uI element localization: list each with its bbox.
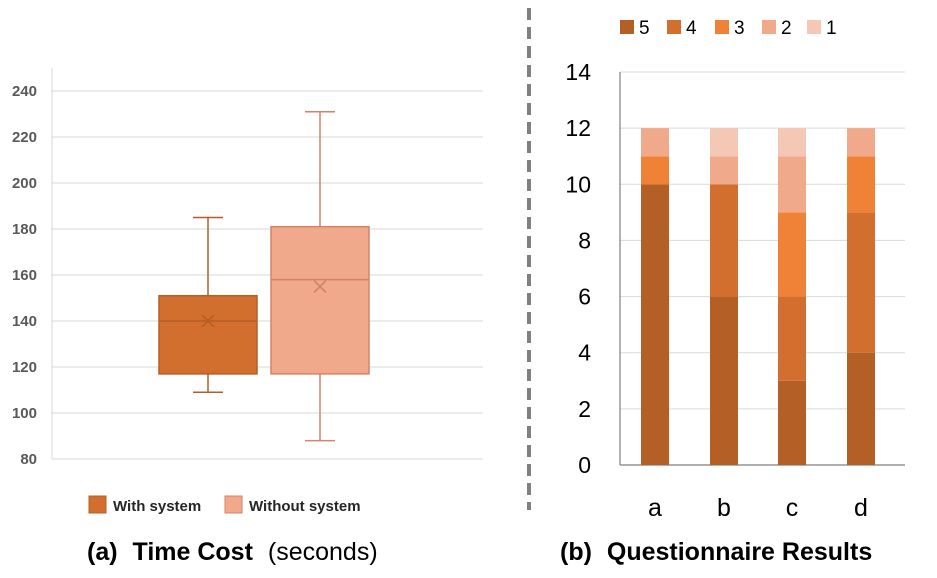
bar-b-level-1 — [710, 128, 738, 157]
legend-swatch-level-2 — [762, 20, 776, 34]
y-tick-100: 100 — [12, 405, 37, 422]
x-tick-d: d — [854, 494, 868, 522]
bar-c-level-1 — [778, 128, 806, 157]
questionnaire-y-tick-labels: 0 2 4 6 8 10 12 14 — [565, 59, 591, 478]
y-tick-140: 140 — [12, 313, 37, 330]
y-tick-240: 240 — [12, 83, 37, 100]
questionnaire-x-tick-labels: a b c d — [648, 494, 868, 522]
time-cost-caption-title: Time Cost — [133, 538, 254, 566]
legend-swatch-level-5 — [620, 20, 634, 34]
bar-a-level-5 — [641, 184, 669, 466]
y-tick-14: 14 — [565, 59, 591, 85]
box-with-system — [158, 216, 258, 394]
box-without-system — [270, 110, 370, 442]
time-cost-caption: (a) Time Cost (seconds) — [87, 538, 378, 566]
y-tick-160: 160 — [12, 267, 37, 284]
time-cost-y-tick-labels: 80 100 120 140 160 180 200 220 240 — [12, 83, 37, 468]
bar-a-level-3 — [641, 156, 669, 185]
questionnaire-chart: 0 2 4 6 8 10 12 14 a b c d 5 4 3 2 1 (b) Questionnaire… — [560, 18, 905, 566]
iqr-box — [158, 294, 258, 375]
x-tick-b: b — [717, 494, 731, 522]
bar-c-level-3 — [778, 212, 806, 297]
y-tick-120: 120 — [12, 359, 37, 376]
bar-d-level-5 — [847, 352, 875, 465]
time-cost-boxes — [158, 110, 370, 442]
legend-swatch-level-4 — [667, 20, 681, 34]
questionnaire-caption-title: Questionnaire Results — [607, 538, 872, 566]
y-tick-0: 0 — [578, 452, 591, 478]
legend-label-level-1: 1 — [826, 18, 837, 39]
bar-c-level-5 — [778, 380, 806, 465]
y-tick-6: 6 — [578, 284, 591, 310]
legend-label-with-system: With system — [113, 498, 201, 515]
time-cost-caption-label: (a) — [87, 538, 118, 566]
bar-b-level-4 — [710, 184, 738, 297]
legend-label-level-2: 2 — [781, 18, 792, 39]
questionnaire-bars — [641, 128, 875, 466]
bar-c-level-4 — [778, 296, 806, 381]
y-tick-200: 200 — [12, 175, 37, 192]
bar-d-level-4 — [847, 212, 875, 353]
legend-swatch-level-3 — [715, 20, 729, 34]
mean-marker — [313, 279, 327, 294]
legend-label-level-3: 3 — [734, 18, 745, 39]
time-cost-legend: With system Without system — [88, 495, 361, 515]
x-tick-a: a — [648, 494, 662, 522]
legend-label-level-5: 5 — [639, 18, 650, 39]
bar-d-level-2 — [847, 128, 875, 157]
y-tick-80: 80 — [20, 451, 37, 468]
y-tick-4: 4 — [578, 340, 591, 366]
questionnaire-caption-label: (b) — [560, 538, 592, 566]
legend-label-level-4: 4 — [686, 18, 697, 39]
bar-d-level-3 — [847, 156, 875, 213]
time-cost-chart: 80 100 120 140 160 180 200 220 240 With system W… — [12, 68, 483, 566]
time-cost-caption-unit: (seconds) — [268, 538, 378, 566]
questionnaire-legend: 5 4 3 2 1 — [620, 18, 837, 39]
y-tick-10: 10 — [565, 171, 591, 197]
bar-b-level-2 — [710, 156, 738, 185]
legend-label-without-system: Without system — [249, 498, 361, 515]
questionnaire-caption: (b) Questionnaire Results — [560, 538, 872, 566]
bar-a-level-2 — [641, 128, 669, 157]
iqr-box — [270, 225, 370, 375]
bar-c-level-2 — [778, 156, 806, 213]
legend-swatch-level-1 — [807, 20, 821, 34]
y-tick-8: 8 — [578, 227, 591, 253]
y-tick-12: 12 — [565, 115, 591, 141]
y-tick-180: 180 — [12, 221, 37, 238]
mean-marker — [201, 314, 215, 328]
x-tick-c: c — [786, 494, 799, 522]
bar-b-level-5 — [710, 296, 738, 465]
legend-swatch-with-system — [88, 495, 107, 514]
y-tick-2: 2 — [578, 396, 591, 422]
legend-swatch-without-system — [224, 495, 243, 514]
y-tick-220: 220 — [12, 129, 37, 146]
time-cost-gridlines — [51, 68, 483, 460]
